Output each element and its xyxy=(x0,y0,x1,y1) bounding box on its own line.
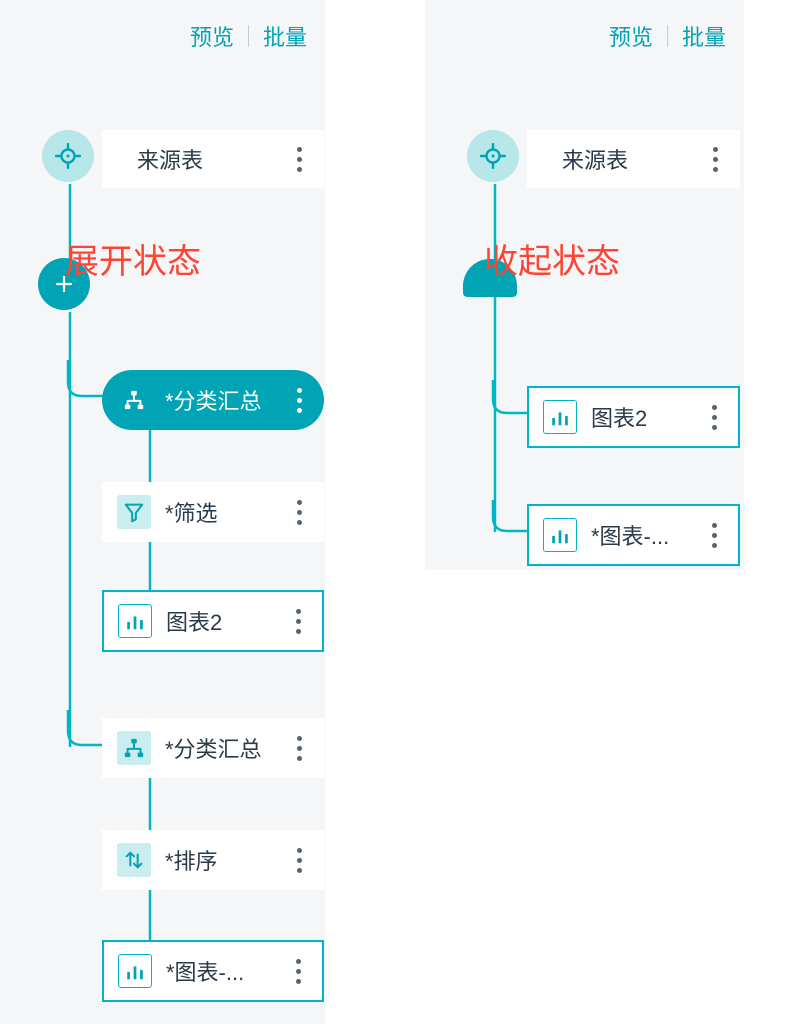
barchart-icon xyxy=(543,518,577,552)
more-menu-icon[interactable] xyxy=(288,959,308,984)
node-label: *分类汇总 xyxy=(165,384,275,416)
tree-node-sort[interactable]: *排序 xyxy=(102,830,324,890)
node-label: *筛选 xyxy=(165,496,275,528)
more-menu-icon[interactable] xyxy=(288,609,308,634)
panel-header: 预览 批量 xyxy=(18,20,307,52)
barchart-icon xyxy=(118,954,152,988)
node-label: 来源表 xyxy=(137,143,275,175)
expanded-panel: 预览 批量 来源表 *分类汇总 *筛选图表2 *分类汇总 *排序 *图表-... 展开状态 xyxy=(0,0,325,1024)
origin-icon xyxy=(467,130,519,182)
tree-node-grp1[interactable]: *分类汇总 xyxy=(102,370,324,430)
barchart-icon xyxy=(118,604,152,638)
more-menu-icon[interactable] xyxy=(704,405,724,430)
tree-node-chart3[interactable]: *图表-... xyxy=(527,504,740,566)
filter-icon xyxy=(117,495,151,529)
barchart-icon xyxy=(543,400,577,434)
tree-node-src[interactable]: 来源表 xyxy=(102,130,324,188)
tree-node-chart3[interactable]: *图表-... xyxy=(102,940,324,1002)
tree-node-grp2[interactable]: *分类汇总 xyxy=(102,718,324,778)
batch-link[interactable]: 批量 xyxy=(682,20,726,52)
node-label: *排序 xyxy=(165,844,275,876)
preview-link[interactable]: 预览 xyxy=(609,20,653,52)
more-menu-icon[interactable] xyxy=(289,147,309,172)
node-label: *分类汇总 xyxy=(165,732,275,764)
sort-icon xyxy=(117,843,151,877)
tree-node-src[interactable]: 来源表 xyxy=(527,130,740,188)
more-menu-icon[interactable] xyxy=(289,500,309,525)
hierarchy-icon xyxy=(117,731,151,765)
header-divider xyxy=(667,25,668,47)
batch-link[interactable]: 批量 xyxy=(263,20,307,52)
annotation-expanded: 展开状态 xyxy=(65,234,201,283)
node-label: *图表-... xyxy=(166,955,274,987)
origin-icon xyxy=(42,130,94,182)
more-menu-icon[interactable] xyxy=(289,736,309,761)
collapsed-panel: 预览 批量 来源表图表2 *图表-... 收起状态 xyxy=(425,0,744,570)
more-menu-icon[interactable] xyxy=(289,848,309,873)
hierarchy-icon xyxy=(117,383,151,417)
tree-node-chart2[interactable]: 图表2 xyxy=(527,386,740,448)
tree-node-filter[interactable]: *筛选 xyxy=(102,482,324,542)
more-menu-icon[interactable] xyxy=(289,388,309,413)
annotation-collapsed: 收起状态 xyxy=(484,234,620,283)
node-label: *图表-... xyxy=(591,519,690,551)
node-label: 图表2 xyxy=(166,605,274,637)
node-label: 来源表 xyxy=(562,143,691,175)
preview-link[interactable]: 预览 xyxy=(190,20,234,52)
more-menu-icon[interactable] xyxy=(705,147,725,172)
node-label: 图表2 xyxy=(591,401,690,433)
tree-node-chart2[interactable]: 图表2 xyxy=(102,590,324,652)
header-divider xyxy=(248,25,249,47)
panel-header: 预览 批量 xyxy=(443,20,726,52)
more-menu-icon[interactable] xyxy=(704,523,724,548)
